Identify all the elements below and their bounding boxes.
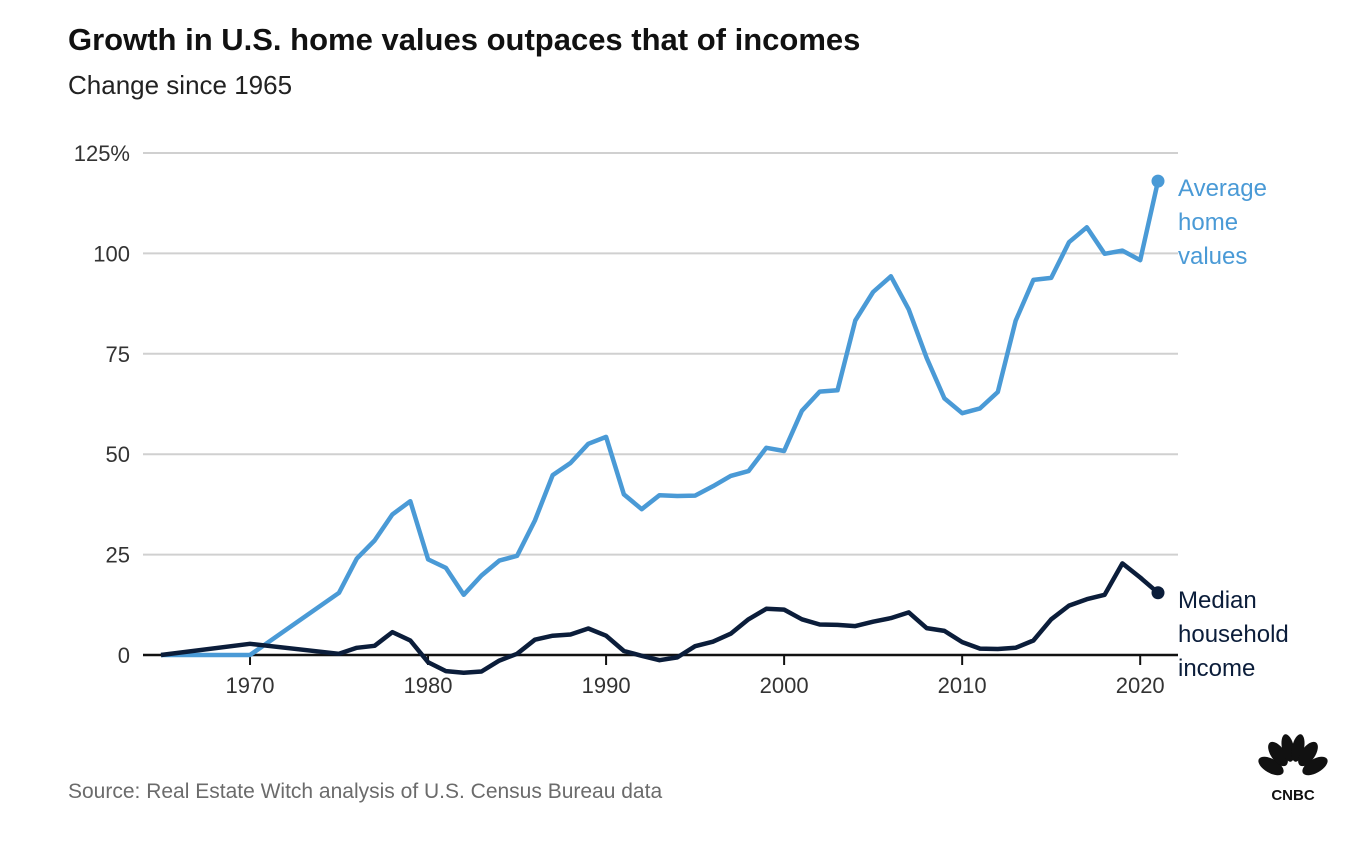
series-line-household-income	[160, 561, 1160, 675]
cnbc-logo-text: CNBC	[1271, 787, 1314, 804]
cnbc-logo: CNBC	[1258, 734, 1328, 804]
x-tick-label: 1980	[404, 673, 453, 698]
series-label: Average	[1178, 175, 1267, 202]
x-tick-label: 1990	[582, 673, 631, 698]
y-tick-label: 75	[106, 342, 130, 367]
chart-subtitle: Change since 1965	[68, 70, 293, 100]
series-label: home	[1178, 209, 1238, 236]
series-end-point	[1151, 174, 1165, 188]
series-label: values	[1178, 243, 1247, 270]
y-tick-label: 25	[106, 543, 130, 568]
series-line-home-values	[161, 180, 1161, 658]
x-tick-label: 2000	[760, 673, 809, 698]
series-label: income	[1178, 655, 1255, 682]
y-tick-label: 50	[106, 442, 130, 467]
x-tick-label: 1970	[226, 673, 275, 698]
x-tick-label: 2010	[938, 673, 987, 698]
y-tick-label: 100	[93, 241, 130, 266]
series-end-point	[1151, 586, 1165, 600]
x-tick-label: 2020	[1116, 673, 1165, 698]
source-note: Source: Real Estate Witch analysis of U.…	[68, 780, 663, 803]
series-label: Median	[1178, 587, 1257, 614]
series-label: household	[1178, 621, 1289, 648]
chart-title: Growth in U.S. home values outpaces that…	[68, 22, 861, 57]
y-tick-label: 0	[118, 643, 130, 668]
y-tick-label: 125%	[74, 141, 130, 166]
